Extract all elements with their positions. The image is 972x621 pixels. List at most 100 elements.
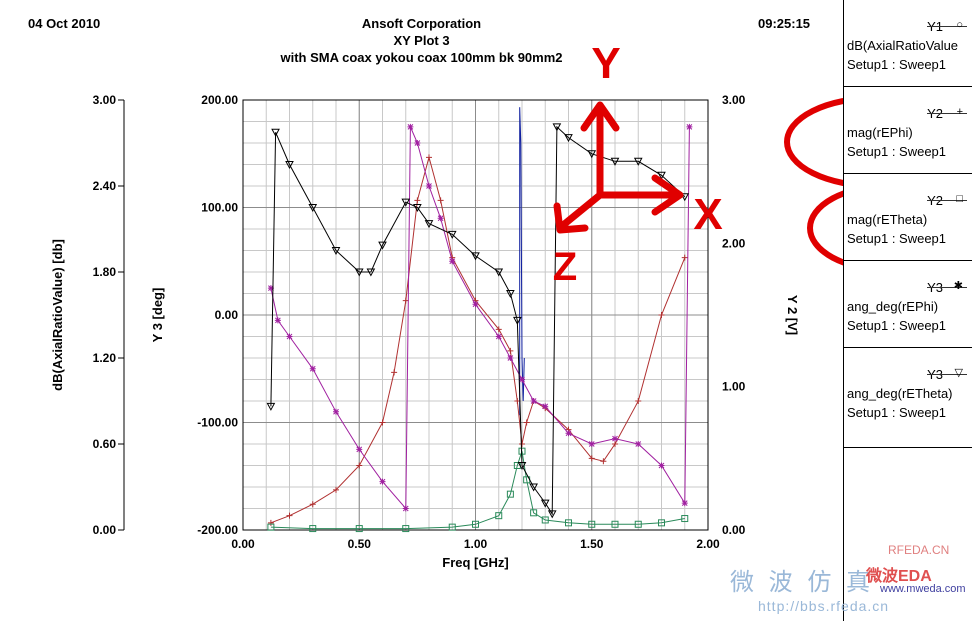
data-point <box>267 285 274 292</box>
data-point <box>657 171 666 180</box>
data-point <box>266 402 276 411</box>
x-axis-label: Freq [GHz] <box>442 555 508 570</box>
y2-tick-label: 0.00 <box>722 523 746 537</box>
y2-tick-label: 2.00 <box>722 236 746 250</box>
legend-line <box>927 287 967 288</box>
data-point <box>267 523 275 531</box>
series-4 <box>266 123 690 519</box>
data-point <box>658 312 665 318</box>
legend-item-ang-rephi[interactable]: Y3 ✱ ang_deg(rEPhi) Setup1 : Sweep1 <box>844 261 972 348</box>
y3-axis-label: Y 3 [deg] <box>150 288 165 343</box>
legend-panel: Y1 ○ dB(AxialRatioValue Setup1 : Sweep1 … <box>843 0 972 621</box>
data-point <box>552 123 562 132</box>
data-point <box>309 501 316 508</box>
plot-subtitle: with SMA coax yokou coax 100mm bk 90mm2 <box>280 50 563 65</box>
data-point <box>681 500 688 507</box>
data-point <box>587 150 597 159</box>
legend-setup: Setup1 : Sweep1 <box>847 57 947 72</box>
data-point <box>414 197 421 204</box>
data-point <box>379 478 386 485</box>
data-point <box>541 516 549 524</box>
data-point <box>333 408 339 415</box>
data-point <box>681 515 689 523</box>
data-point <box>495 326 502 333</box>
x-tick-label: 1.00 <box>464 537 488 551</box>
legend-item-mag-rephi[interactable]: Y2 + mag(rEPhi) Setup1 : Sweep1 <box>844 87 972 174</box>
legend-setup: Setup1 : Sweep1 <box>847 144 947 159</box>
y3-tick-label: 0.00 <box>215 308 239 322</box>
data-point <box>308 204 318 213</box>
data-point <box>448 523 456 531</box>
data-point <box>402 525 410 533</box>
data-point <box>612 441 618 447</box>
data-point <box>391 369 398 376</box>
y-axis-arrow <box>580 101 620 199</box>
legend-expression: dB(AxialRatioValue <box>847 38 959 53</box>
circle-marker-icon: ○ <box>956 19 963 31</box>
y2-axis-label: Y 2 [V] <box>785 295 800 335</box>
data-point <box>437 197 444 204</box>
y1-tick-label: 2.40 <box>93 179 117 193</box>
data-point <box>680 193 690 202</box>
series-line <box>270 126 690 510</box>
data-point <box>565 519 572 527</box>
data-point <box>610 157 620 166</box>
data-point <box>271 128 280 137</box>
data-point <box>413 204 422 213</box>
legend-line <box>927 374 967 375</box>
legend-setup: Setup1 : Sweep1 <box>847 405 947 420</box>
z-annotation: Z <box>553 245 577 289</box>
legend-line <box>927 26 967 27</box>
data-point <box>309 525 317 533</box>
data-point <box>517 462 527 471</box>
y1-axis-label: dB(AxialRatioValue) [db] <box>50 239 65 391</box>
data-point <box>449 258 456 265</box>
series-3 <box>267 123 693 512</box>
highlight-circle <box>807 190 843 266</box>
data-point <box>333 486 339 493</box>
legend-item-ang-retheta[interactable]: Y3 ▽ ang_deg(rETheta) Setup1 : Sweep1 <box>844 348 972 448</box>
data-point <box>540 499 550 508</box>
x-axis-arrow <box>596 174 684 216</box>
plot-date: 04 Oct 2010 <box>28 16 101 31</box>
y1-tick-label: 1.20 <box>93 351 117 365</box>
data-point <box>424 220 434 229</box>
data-point <box>658 519 665 527</box>
series-line <box>270 155 686 524</box>
series-line <box>270 451 685 530</box>
data-point <box>267 519 274 526</box>
data-point <box>564 134 573 143</box>
x-tick-label: 0.50 <box>348 537 372 551</box>
y3-tick-label: 200.00 <box>201 93 238 107</box>
y1-tick-label: 1.80 <box>93 265 117 279</box>
data-point <box>274 317 281 324</box>
watermark-site: RFEDA.CN <box>888 543 950 557</box>
watermark-url2: http://bbs.rfeda.cn <box>758 598 890 614</box>
legend-expression: mag(rEPhi) <box>847 125 913 140</box>
watermark-brand: 微波EDA <box>866 568 932 585</box>
data-point <box>588 455 595 462</box>
y1-tick-label: 3.00 <box>93 93 117 107</box>
legend-line <box>927 200 967 201</box>
data-point <box>514 398 521 404</box>
data-point <box>506 290 515 299</box>
series-2 <box>267 447 689 533</box>
legend-setup: Setup1 : Sweep1 <box>847 318 947 333</box>
data-point <box>529 483 538 492</box>
triangle-marker-icon: ▽ <box>954 367 963 379</box>
series-1 <box>267 154 688 526</box>
data-point <box>542 403 549 410</box>
company-name: Ansoft Corporation <box>361 16 482 31</box>
legend-item-axial-ratio[interactable]: Y1 ○ dB(AxialRatioValue Setup1 : Sweep1 <box>844 0 972 87</box>
data-point <box>286 333 293 340</box>
highlight-circle <box>784 97 843 187</box>
data-point <box>612 435 618 442</box>
x-tick-label: 0.00 <box>231 537 255 551</box>
data-point <box>600 458 607 465</box>
data-point <box>588 520 596 528</box>
y1-tick-label: 0.60 <box>93 437 117 451</box>
legend-item-mag-retheta[interactable]: Y2 □ mag(rETheta) Setup1 : Sweep1 <box>844 174 972 261</box>
data-point <box>513 316 522 325</box>
data-point <box>611 520 619 528</box>
plot-time: 09:25:15 <box>758 16 811 31</box>
